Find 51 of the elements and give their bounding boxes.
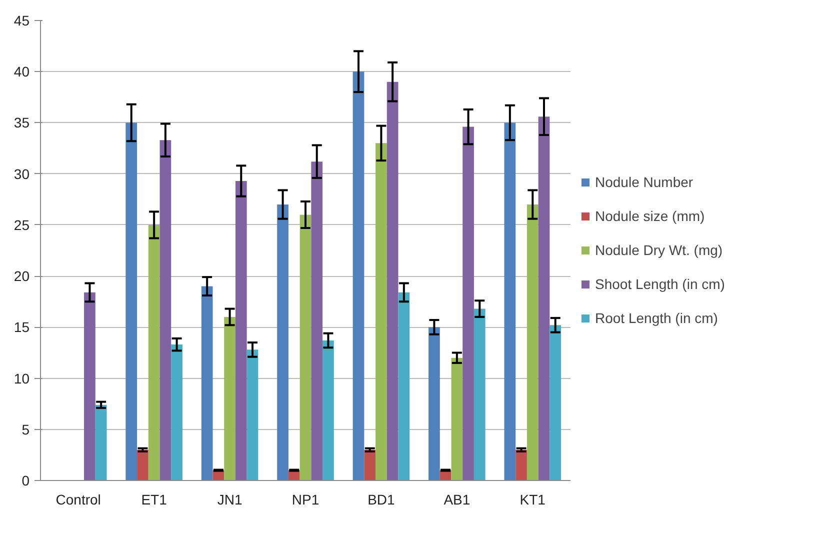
bar (428, 327, 440, 480)
bar (160, 140, 172, 480)
legend-label: Nodule Number (595, 174, 694, 190)
y-tick-label: 15 (14, 319, 30, 336)
bar (137, 450, 148, 480)
bar (364, 450, 376, 480)
y-tick-label: 25 (14, 216, 30, 233)
bar (386, 82, 398, 480)
bar (376, 143, 387, 480)
bar (235, 180, 247, 480)
bar (126, 122, 138, 480)
bar (352, 72, 364, 480)
y-tick-label: 20 (14, 268, 30, 284)
x-tick-label: Control (56, 492, 101, 508)
y-tick-label: 45 (14, 12, 30, 28)
x-tick-label: AB1 (444, 492, 470, 508)
bar (311, 162, 323, 480)
bar (277, 204, 288, 480)
bar (224, 316, 236, 480)
bar (95, 404, 107, 480)
bar (474, 308, 486, 480)
bar (516, 450, 527, 480)
bar (504, 122, 516, 480)
bar (148, 224, 160, 480)
bar (246, 350, 258, 480)
bar (550, 325, 562, 480)
bar (84, 292, 96, 480)
bar (300, 214, 312, 480)
x-tick-label: ET1 (141, 492, 168, 508)
legend-label: Shoot Length (in cm) (595, 276, 725, 292)
x-tick-label: NP1 (292, 492, 320, 508)
bar (538, 116, 550, 480)
legend-label: Root Length (in cm) (595, 310, 718, 326)
legend-label: Nodule Dry Wt. (mg) (595, 242, 723, 258)
y-tick-label: 30 (14, 166, 30, 182)
bar (322, 340, 334, 480)
bar (398, 292, 410, 480)
y-tick-label: 40 (14, 64, 30, 80)
bar (462, 126, 474, 480)
bar (526, 204, 538, 480)
bar (451, 358, 463, 480)
y-tick-label: 5 (22, 421, 30, 438)
legend-label: Nodule size (mm) (595, 208, 705, 224)
x-tick-label: BD1 (368, 492, 396, 508)
bar (171, 344, 182, 480)
y-tick-label: 35 (14, 114, 30, 131)
y-tick-label: 0 (22, 472, 30, 488)
y-tick-label: 10 (14, 370, 30, 386)
x-tick-label: KT1 (520, 492, 546, 508)
bar (201, 286, 213, 480)
x-tick-label: JN1 (217, 492, 242, 508)
